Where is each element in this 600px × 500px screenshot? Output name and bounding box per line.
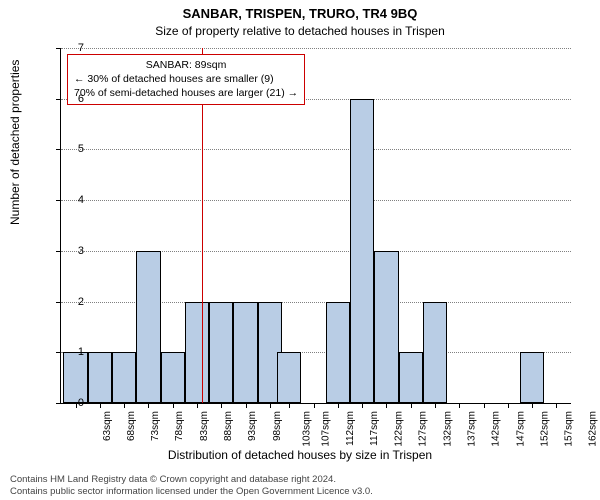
y-tick-label: 4 bbox=[78, 194, 84, 206]
legend-box: SANBAR: 89sqm ← 30% of detached houses a… bbox=[67, 54, 305, 105]
x-tick-label: 137sqm bbox=[467, 411, 478, 447]
y-tick-label: 3 bbox=[78, 245, 84, 257]
bar bbox=[88, 352, 112, 403]
chart-plot-area: SANBAR: 89sqm ← 30% of detached houses a… bbox=[60, 48, 571, 404]
x-tick-label: 98sqm bbox=[272, 411, 283, 441]
bar bbox=[374, 251, 398, 403]
y-tick-label: 2 bbox=[78, 296, 84, 308]
x-tick-label: 162sqm bbox=[588, 411, 599, 447]
y-axis-label: Number of detached properties bbox=[8, 60, 22, 225]
bar bbox=[112, 352, 136, 403]
bar bbox=[63, 352, 87, 403]
footer-line1: Contains HM Land Registry data © Crown c… bbox=[10, 474, 590, 486]
x-tick-label: 88sqm bbox=[223, 411, 234, 441]
x-tick-label: 152sqm bbox=[539, 411, 550, 447]
legend-title: SANBAR: 89sqm bbox=[74, 58, 298, 72]
y-tick-label: 1 bbox=[78, 346, 84, 358]
x-axis-label: Distribution of detached houses by size … bbox=[0, 448, 600, 462]
y-tick-label: 6 bbox=[78, 93, 84, 105]
bar bbox=[161, 352, 185, 403]
gridline bbox=[61, 200, 571, 201]
bar bbox=[233, 302, 257, 403]
y-tick-label: 0 bbox=[78, 397, 84, 409]
x-tick-label: 147sqm bbox=[515, 411, 526, 447]
x-tick-label: 93sqm bbox=[247, 411, 258, 441]
y-tick-label: 7 bbox=[78, 42, 84, 54]
x-tick-label: 73sqm bbox=[150, 411, 161, 441]
chart-title-main: SANBAR, TRISPEN, TRURO, TR4 9BQ bbox=[0, 6, 600, 21]
x-tick-label: 63sqm bbox=[102, 411, 113, 441]
x-tick-label: 132sqm bbox=[442, 411, 453, 447]
y-tick-label: 5 bbox=[78, 143, 84, 155]
gridline bbox=[61, 149, 571, 150]
legend-larger: 70% of semi-detached houses are larger (… bbox=[74, 86, 298, 100]
bar bbox=[209, 302, 233, 403]
x-tick-label: 103sqm bbox=[301, 411, 312, 447]
bar bbox=[399, 352, 423, 403]
bar bbox=[326, 302, 350, 403]
bar bbox=[136, 251, 160, 403]
bar bbox=[185, 302, 209, 403]
x-tick-label: 142sqm bbox=[491, 411, 502, 447]
x-tick-label: 68sqm bbox=[126, 411, 137, 441]
footer-line2: Contains public sector information licen… bbox=[10, 486, 590, 498]
x-tick-label: 107sqm bbox=[321, 411, 332, 447]
legend-smaller: ← 30% of detached houses are smaller (9) bbox=[74, 72, 298, 86]
bar bbox=[350, 99, 374, 403]
bar bbox=[520, 352, 544, 403]
x-tick-label: 117sqm bbox=[369, 411, 380, 446]
x-tick-label: 83sqm bbox=[199, 411, 210, 441]
bar bbox=[423, 302, 447, 403]
x-tick-label: 122sqm bbox=[394, 411, 405, 447]
x-tick-label: 157sqm bbox=[564, 411, 575, 447]
chart-subtitle: Size of property relative to detached ho… bbox=[0, 24, 600, 38]
x-tick-label: 112sqm bbox=[344, 411, 355, 446]
footer-attribution: Contains HM Land Registry data © Crown c… bbox=[10, 474, 590, 498]
x-tick-label: 127sqm bbox=[418, 411, 429, 447]
x-tick-label: 78sqm bbox=[174, 411, 185, 441]
bar bbox=[277, 352, 301, 403]
gridline bbox=[61, 48, 571, 49]
